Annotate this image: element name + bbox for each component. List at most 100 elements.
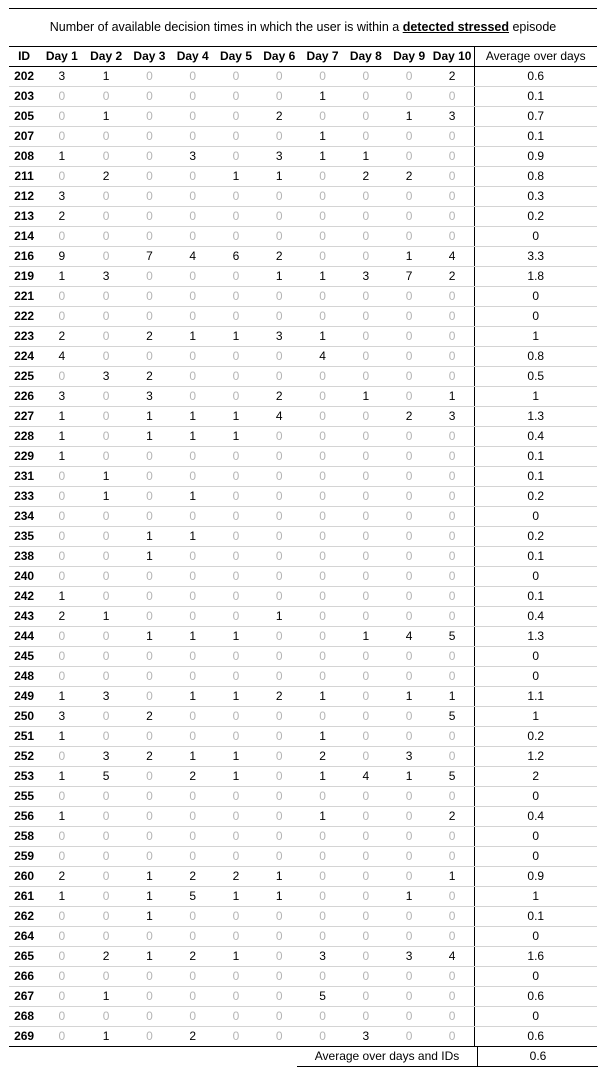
table-row: 205 0 1 0 0 0 2 0 0 1 3 0.7 (9, 106, 597, 127)
row-average: 0.6 (474, 986, 597, 1007)
row-id: 243 (9, 606, 40, 627)
day-value: 0 (127, 926, 172, 947)
day-value: 1 (171, 526, 215, 547)
day-value: 0 (430, 466, 475, 487)
row-id: 252 (9, 746, 40, 767)
row-average: 0.6 (474, 66, 597, 87)
day-value: 0 (257, 806, 301, 827)
day-value: 0 (430, 726, 475, 747)
day-value: 0 (171, 506, 215, 527)
footer-label: Average over days and IDs (297, 1047, 477, 1067)
day-value: 0 (430, 606, 475, 627)
day-value: 0 (214, 826, 258, 847)
day-value: 0 (430, 446, 475, 467)
day-value: 1 (39, 146, 85, 167)
row-average: 0 (474, 506, 597, 527)
row-average: 0.1 (474, 586, 597, 607)
day-value: 3 (387, 946, 431, 967)
day-value: 1 (84, 606, 128, 627)
day-value: 0 (300, 306, 345, 327)
day-value: 0 (300, 366, 345, 387)
day-value: 0 (127, 146, 172, 167)
day-value: 3 (84, 686, 128, 707)
day-value: 0 (344, 986, 388, 1007)
day-value: 0 (214, 1006, 258, 1027)
day-value: 0 (387, 466, 431, 487)
day-value: 0 (214, 586, 258, 607)
row-id: 211 (9, 166, 40, 187)
day-value: 1 (257, 886, 301, 907)
day-value: 0 (84, 846, 128, 867)
day-value: 0 (84, 386, 128, 407)
table-row: 208 1 0 0 3 0 3 1 1 0 0 0.9 (9, 146, 597, 167)
day-value: 0 (387, 586, 431, 607)
day-value: 0 (84, 566, 128, 587)
day-value: 0 (214, 206, 258, 227)
day-value: 0 (214, 566, 258, 587)
day-value: 0 (300, 606, 345, 627)
day-value: 0 (387, 146, 431, 167)
day-value: 0 (300, 386, 345, 407)
day-value: 0 (300, 826, 345, 847)
day-value: 0 (430, 966, 475, 987)
day-value: 0 (171, 706, 215, 727)
day-value: 0 (344, 726, 388, 747)
table-row: 258 0 0 0 0 0 0 0 0 0 0 0 (9, 826, 597, 847)
day-value: 0 (387, 846, 431, 867)
day-value: 0 (127, 966, 172, 987)
day-value: 0 (430, 646, 475, 667)
day-value: 0 (84, 526, 128, 547)
day-value: 0 (257, 946, 301, 967)
day-value: 0 (84, 226, 128, 247)
day-value: 0 (127, 1026, 172, 1047)
row-id: 244 (9, 626, 40, 647)
day-value: 0 (430, 566, 475, 587)
day-value: 0 (39, 906, 85, 927)
day-value: 4 (171, 246, 215, 267)
day-value: 2 (39, 206, 85, 227)
day-value: 0 (430, 546, 475, 567)
day-value: 0 (257, 766, 301, 787)
day-value: 0 (214, 446, 258, 467)
day-value: 0 (171, 1006, 215, 1027)
day-value: 0 (257, 786, 301, 807)
row-average: 0.9 (474, 866, 597, 887)
day-value: 1 (127, 626, 172, 647)
row-average: 0.1 (474, 546, 597, 567)
row-id: 255 (9, 786, 40, 807)
day-value: 1 (214, 886, 258, 907)
day-value: 0 (171, 466, 215, 487)
day-value: 1 (257, 166, 301, 187)
day-value: 0 (344, 406, 388, 427)
day-value: 0 (39, 566, 85, 587)
table-row: 260 2 0 1 2 2 1 0 0 0 1 0.9 (9, 866, 597, 887)
day-value: 0 (39, 786, 85, 807)
day-value: 1 (430, 386, 475, 407)
day-value: 0 (39, 926, 85, 947)
table-row: 228 1 0 1 1 1 0 0 0 0 0 0.4 (9, 426, 597, 447)
day-value: 1 (344, 626, 388, 647)
row-average: 0 (474, 666, 597, 687)
day-value: 0 (387, 906, 431, 927)
column-header: Day 3 (127, 47, 172, 67)
day-value: 0 (344, 106, 388, 127)
day-value: 1 (127, 526, 172, 547)
day-value: 0 (430, 346, 475, 367)
day-value: 0 (84, 246, 128, 267)
table-row: 219 1 3 0 0 0 1 1 3 7 2 1.8 (9, 266, 597, 287)
row-average: 0.4 (474, 806, 597, 827)
day-value: 0 (84, 626, 128, 647)
row-id: 258 (9, 826, 40, 847)
table-row: 245 0 0 0 0 0 0 0 0 0 0 0 (9, 646, 597, 667)
title-suffix: episode (509, 20, 557, 34)
day-value: 2 (127, 326, 172, 347)
day-value: 0 (300, 166, 345, 187)
row-average: 1.6 (474, 946, 597, 967)
row-average: 0.8 (474, 166, 597, 187)
day-value: 0 (344, 546, 388, 567)
day-value: 0 (344, 226, 388, 247)
row-id: 268 (9, 1006, 40, 1027)
day-value: 0 (430, 826, 475, 847)
day-value: 2 (430, 806, 475, 827)
row-id: 262 (9, 906, 40, 927)
